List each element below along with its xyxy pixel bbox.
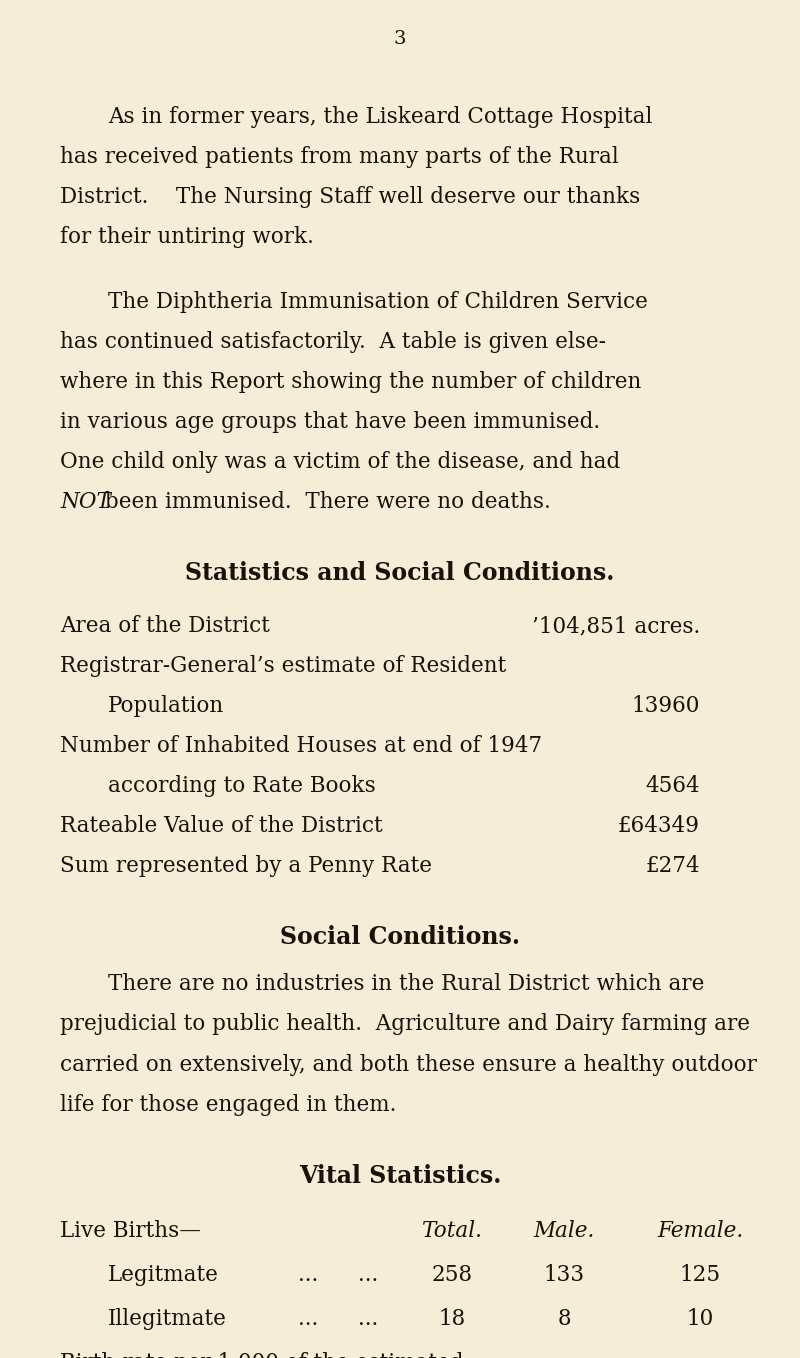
Text: according to Rate Books: according to Rate Books [108, 775, 376, 797]
Text: £64349: £64349 [618, 815, 700, 838]
Text: Registrar-General’s estimate of Resident: Registrar-General’s estimate of Resident [60, 655, 506, 678]
Text: life for those engaged in them.: life for those engaged in them. [60, 1093, 396, 1115]
Text: ...: ... [298, 1308, 318, 1329]
Text: 10: 10 [686, 1308, 714, 1329]
Text: Male.: Male. [534, 1219, 594, 1241]
Text: There are no industries in the Rural District which are: There are no industries in the Rural Dis… [108, 974, 704, 995]
Text: Female.: Female. [657, 1219, 743, 1241]
Text: ...: ... [358, 1308, 378, 1329]
Text: Total.: Total. [422, 1219, 482, 1241]
Text: 18: 18 [438, 1308, 466, 1329]
Text: 125: 125 [679, 1264, 721, 1286]
Text: Rateable Value of the District: Rateable Value of the District [60, 815, 382, 838]
Text: in various age groups that have been immunised.: in various age groups that have been imm… [60, 411, 600, 433]
Text: Sum represented by a Penny Rate: Sum represented by a Penny Rate [60, 856, 432, 877]
Text: 3: 3 [394, 30, 406, 48]
Text: Social Conditions.: Social Conditions. [280, 925, 520, 949]
Text: carried on extensively, and both these ensure a healthy outdoor: carried on extensively, and both these e… [60, 1054, 757, 1076]
Text: As in former years, the Liskeard Cottage Hospital: As in former years, the Liskeard Cottage… [108, 106, 652, 128]
Text: where in this Report showing the number of children: where in this Report showing the number … [60, 371, 642, 392]
Text: ...: ... [358, 1264, 378, 1286]
Text: District.    The Nursing Staff well deserve our thanks: District. The Nursing Staff well deserve… [60, 186, 640, 208]
Text: Statistics and Social Conditions.: Statistics and Social Conditions. [186, 561, 614, 585]
Text: 8: 8 [557, 1308, 571, 1329]
Text: has received patients from many parts of the Rural: has received patients from many parts of… [60, 147, 618, 168]
Text: The Diphtheria Immunisation of Children Service: The Diphtheria Immunisation of Children … [108, 291, 648, 312]
Text: 133: 133 [543, 1264, 585, 1286]
Text: Population: Population [108, 695, 224, 717]
Text: Illegitmate: Illegitmate [108, 1308, 227, 1329]
Text: been immunised.  There were no deaths.: been immunised. There were no deaths. [98, 492, 551, 513]
Text: One child only was a victim of the disease, and had: One child only was a victim of the disea… [60, 451, 620, 473]
Text: has continued satisfactorily.  A table is given else-: has continued satisfactorily. A table is… [60, 331, 606, 353]
Text: prejudicial to public health.  Agriculture and Dairy farming are: prejudicial to public health. Agricultur… [60, 1013, 750, 1035]
Text: 258: 258 [431, 1264, 473, 1286]
Text: 4564: 4564 [646, 775, 700, 797]
Text: Legitmate: Legitmate [108, 1264, 219, 1286]
Text: NOT: NOT [60, 492, 111, 513]
Text: £274: £274 [646, 856, 700, 877]
Text: Vital Statistics.: Vital Statistics. [299, 1164, 501, 1187]
Text: Area of the District: Area of the District [60, 615, 270, 637]
Text: 13960: 13960 [632, 695, 700, 717]
Text: ...: ... [298, 1264, 318, 1286]
Text: Birth-rate per 1,000 of the estimated: Birth-rate per 1,000 of the estimated [60, 1351, 463, 1358]
Text: for their untiring work.: for their untiring work. [60, 227, 314, 249]
Text: Live Births—: Live Births— [60, 1219, 201, 1241]
Text: Number of Inhabited Houses at end of 1947: Number of Inhabited Houses at end of 194… [60, 735, 542, 758]
Text: ’104,851 acres.: ’104,851 acres. [532, 615, 700, 637]
